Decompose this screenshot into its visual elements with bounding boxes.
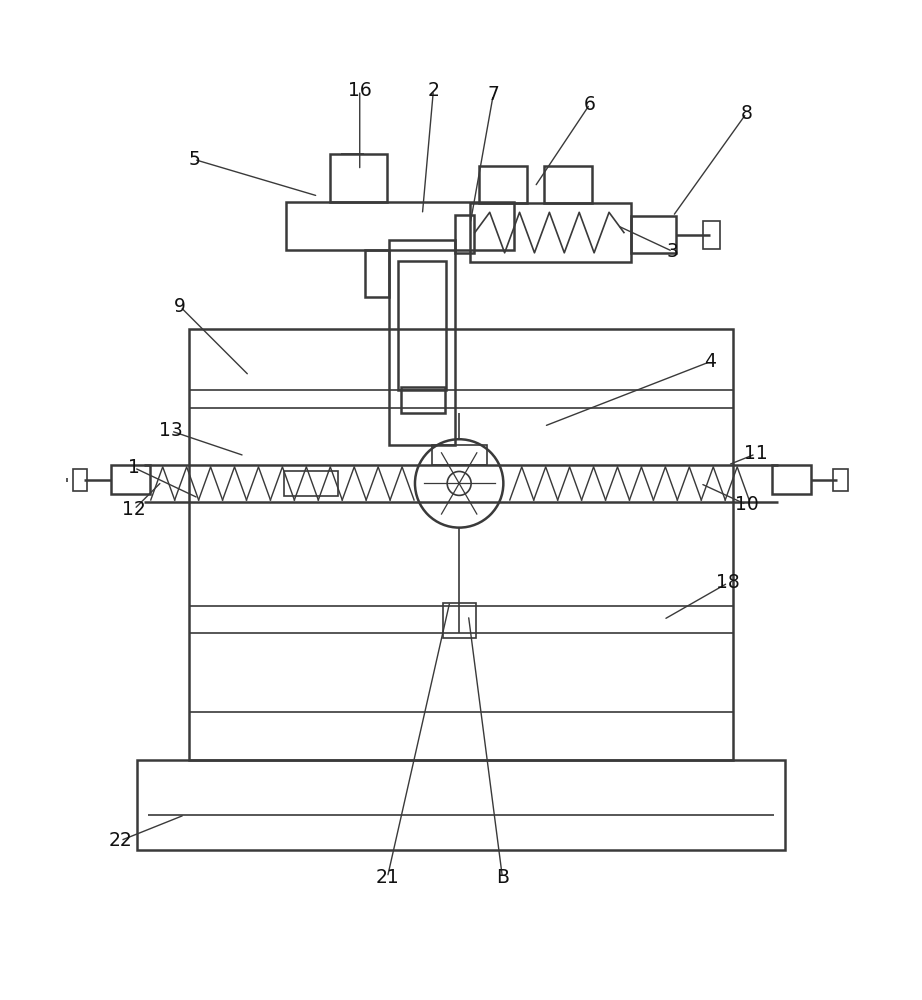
Bar: [286, 202, 514, 250]
Text: 12: 12: [123, 500, 146, 519]
Text: 9: 9: [174, 297, 186, 316]
Bar: [443, 603, 476, 638]
Text: 6: 6: [584, 95, 596, 114]
Bar: [703, 221, 720, 249]
Bar: [479, 166, 527, 203]
Bar: [431, 445, 487, 465]
Text: 21: 21: [375, 868, 399, 887]
Bar: [455, 215, 474, 253]
Text: 10: 10: [735, 495, 758, 514]
Bar: [189, 329, 733, 760]
Text: 13: 13: [160, 421, 183, 440]
Text: 7: 7: [488, 85, 499, 104]
Text: 8: 8: [740, 104, 752, 123]
Text: B: B: [496, 868, 509, 887]
Text: 4: 4: [703, 352, 715, 371]
Text: 11: 11: [744, 444, 767, 463]
Bar: [137, 760, 785, 850]
Bar: [398, 261, 446, 390]
Text: 2: 2: [428, 81, 439, 100]
Text: 18: 18: [716, 573, 739, 592]
Bar: [833, 469, 847, 491]
Text: 1: 1: [128, 458, 140, 477]
Text: 5: 5: [188, 150, 200, 169]
Text: 22: 22: [109, 831, 132, 850]
Bar: [544, 166, 592, 203]
Text: 16: 16: [348, 81, 372, 100]
Bar: [401, 387, 445, 413]
Bar: [112, 465, 150, 494]
Bar: [365, 250, 389, 297]
Text: 3: 3: [667, 242, 679, 261]
Bar: [73, 469, 88, 491]
Bar: [284, 471, 337, 496]
Bar: [470, 203, 632, 262]
Bar: [330, 154, 387, 202]
Bar: [632, 216, 676, 253]
Bar: [389, 240, 455, 445]
Bar: [772, 465, 810, 494]
